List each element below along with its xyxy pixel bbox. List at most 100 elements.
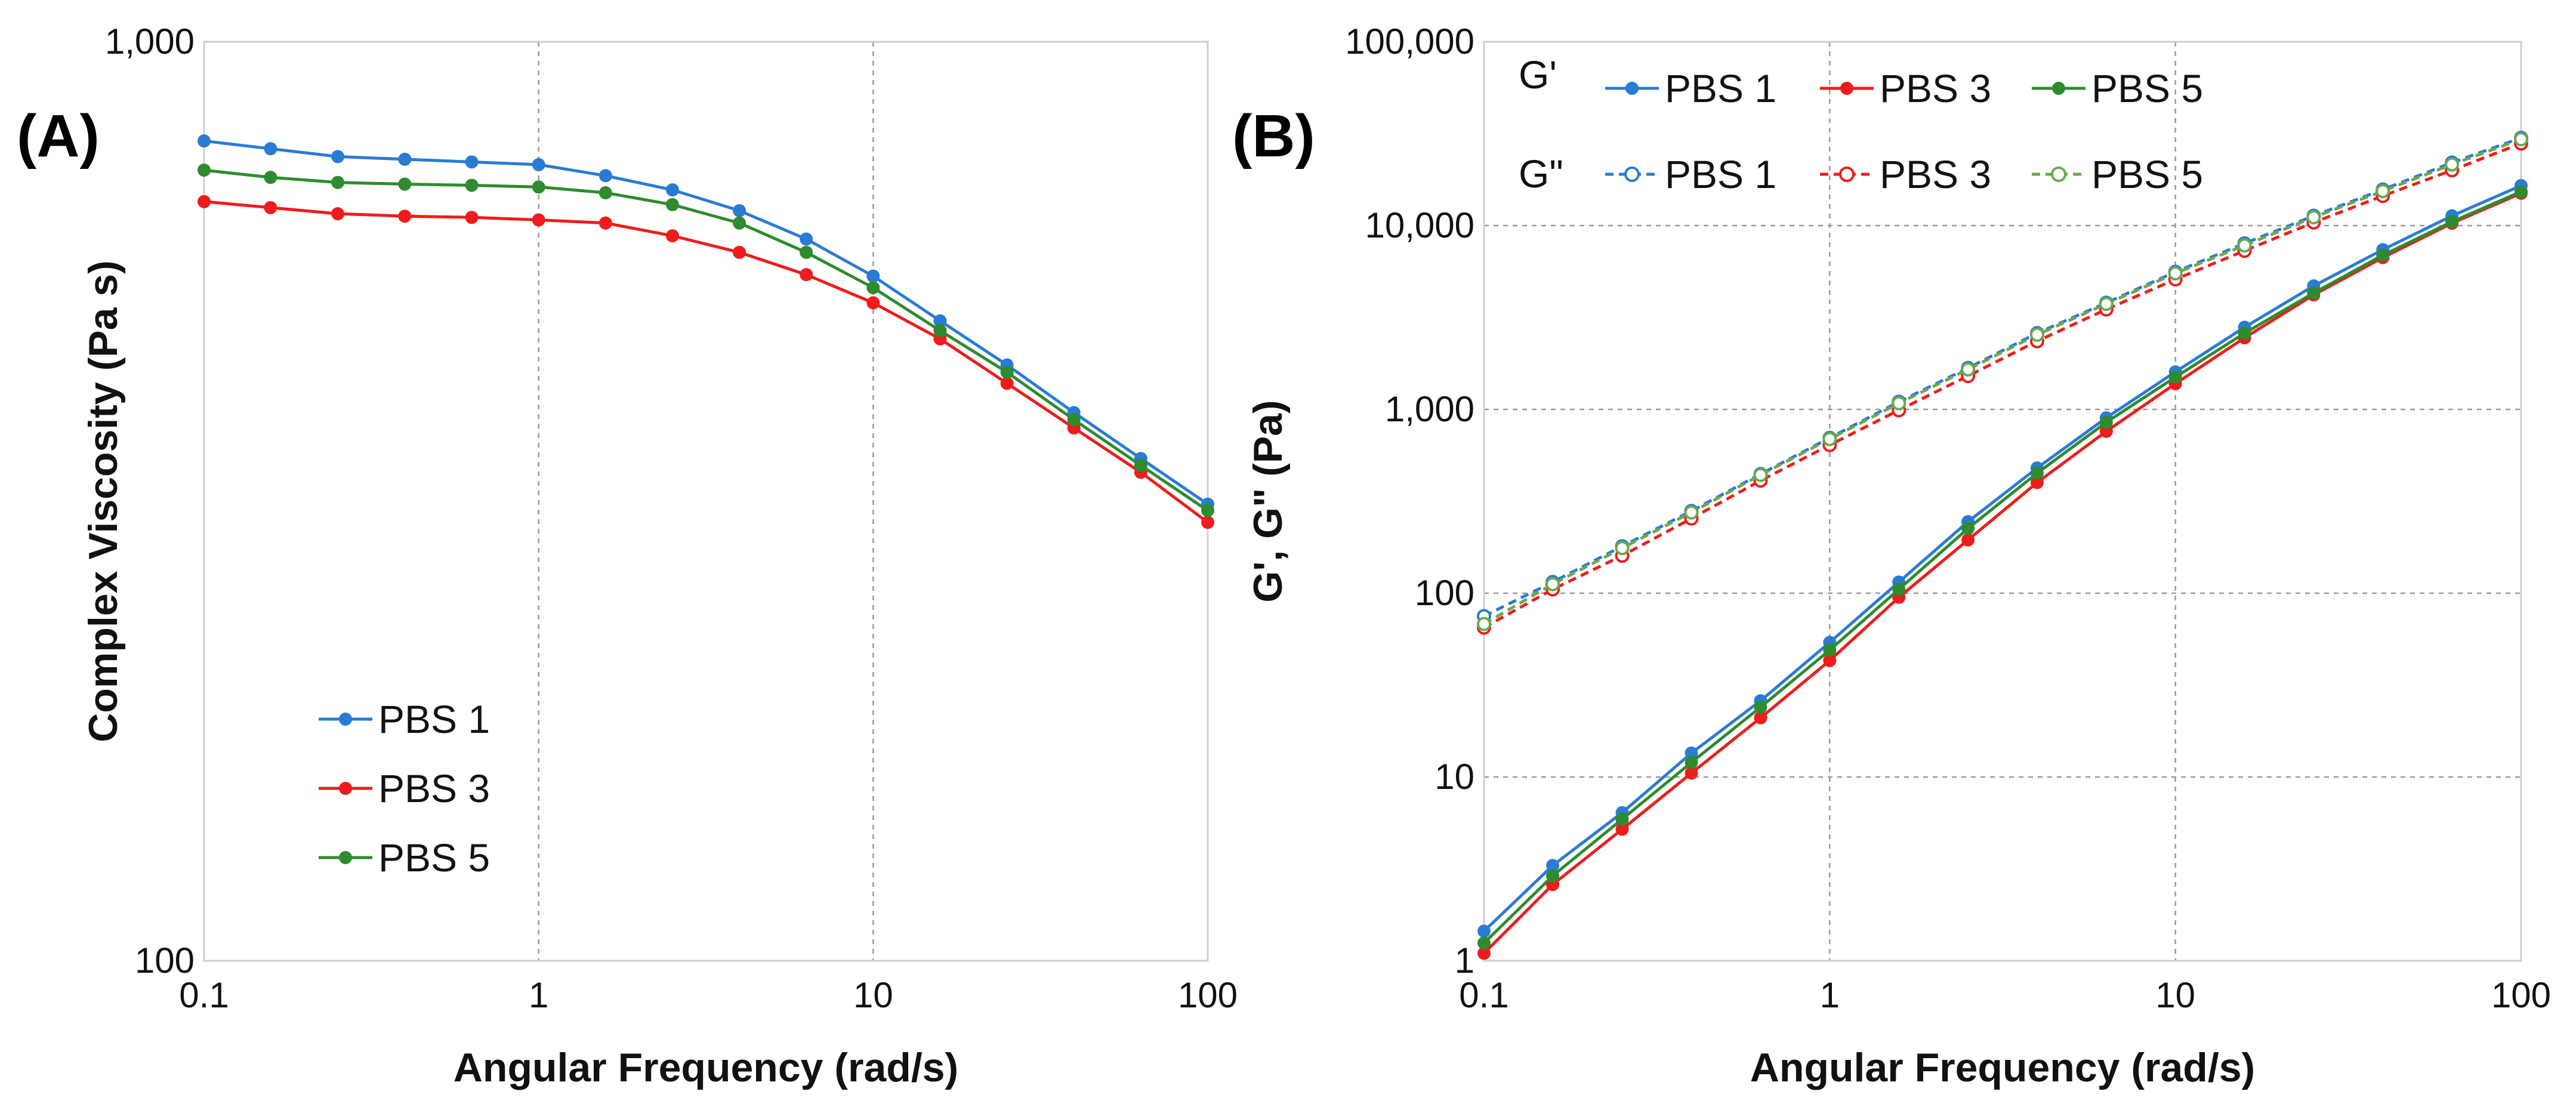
series-line: [1483, 136, 2522, 618]
legend-label: PBS 5: [378, 836, 490, 880]
legend-label: PBS 3: [1880, 66, 1991, 110]
data-point: [1961, 522, 1975, 535]
data-point: [599, 169, 612, 183]
data-point: [1201, 504, 1214, 517]
series-pbs-5-g-prime: [1477, 185, 2528, 950]
data-point: [1892, 582, 1906, 596]
data-point: [1753, 467, 1768, 482]
series-pbs-1-g-prime: [1477, 179, 2528, 938]
y-tick-label: 100: [135, 941, 195, 981]
data-point: [198, 134, 211, 148]
legend-entry: PBS 1: [1605, 66, 1776, 110]
x-tick-label: 1: [529, 975, 548, 1015]
data-point: [264, 171, 277, 184]
data-point: [532, 158, 545, 171]
panel-a-legend: PBS 1 PBS 3 PBS 5: [319, 697, 490, 880]
data-point: [1823, 643, 1837, 657]
legend-marker: [1840, 82, 1853, 95]
data-point: [532, 213, 545, 227]
data-point: [331, 207, 345, 221]
data-point: [1546, 869, 1560, 883]
data-point: [465, 211, 479, 224]
y-tick-label: 10: [1434, 757, 1474, 797]
data-point: [933, 314, 947, 328]
data-point: [1685, 756, 1698, 769]
legend-marker: [339, 851, 352, 864]
panel-a-label: (A): [17, 103, 100, 169]
data-point: [1615, 822, 1629, 836]
data-point: [800, 245, 813, 259]
y-tick-label: 1,000: [1385, 389, 1474, 429]
data-point: [1684, 505, 1699, 520]
legend-marker: [339, 713, 352, 726]
legend-entry: PBS 1: [319, 697, 490, 741]
data-point: [866, 296, 880, 310]
data-point: [2306, 210, 2321, 225]
series-pbs-3: [198, 195, 1214, 529]
panel-b-label: (B): [1232, 103, 1315, 169]
data-point: [264, 142, 277, 156]
data-point: [1961, 362, 1976, 377]
data-point: [800, 268, 813, 282]
data-point: [733, 216, 746, 230]
legend-entry: PBS 5: [319, 836, 490, 880]
x-tick-label: 0.1: [1459, 975, 1508, 1015]
data-point: [465, 178, 479, 192]
data-point: [2099, 415, 2113, 429]
legend-label: PBS 3: [1880, 152, 1991, 196]
data-point: [1823, 653, 1837, 667]
panel-b-x-axis-label: Angular Frequency (rad/s): [1750, 1045, 2255, 1090]
data-point: [866, 269, 880, 283]
data-point: [465, 155, 479, 169]
data-point: [1754, 711, 1767, 725]
data-point: [2168, 266, 2183, 280]
legend-group-label: G": [1519, 152, 1563, 196]
x-tick-label: 10: [2155, 975, 2195, 1015]
series-pbs-5-g-double-prime: [1477, 132, 2528, 631]
legend-entry: PBS 5: [2032, 152, 2203, 196]
series-line: [1483, 141, 2522, 629]
data-point: [2168, 370, 2182, 384]
x-tick-label: 10: [853, 975, 893, 1015]
legend-entry: PBS 5: [2032, 66, 2203, 110]
data-point: [733, 245, 746, 259]
panel-b-legend: G' PBS 1 PBS 3 PBS 5 G" PBS 1 PBS 3 PBS 5: [1519, 53, 2203, 196]
legend-entry: PBS 1: [1605, 152, 1776, 196]
data-point: [866, 281, 880, 295]
x-tick-label: 0.1: [179, 975, 229, 1015]
data-point: [1477, 947, 1491, 960]
series-line: [203, 200, 1209, 524]
legend-marker: [1839, 167, 1855, 182]
data-point: [1754, 700, 1767, 714]
series-line: [1483, 192, 2522, 955]
data-point: [1822, 431, 1837, 446]
y-tick-label: 100,000: [1345, 21, 1474, 61]
data-point: [198, 195, 211, 208]
data-point: [665, 198, 679, 211]
data-point: [2237, 238, 2252, 253]
data-point: [2099, 297, 2114, 312]
legend-marker: [339, 782, 352, 795]
panel-a-plot-frame: [203, 41, 1209, 962]
data-point: [1546, 859, 1560, 873]
data-point: [665, 229, 679, 243]
y-tick-label: 1: [1455, 941, 1474, 981]
data-point: [599, 216, 612, 230]
data-point: [331, 175, 345, 189]
data-point: [1615, 541, 1630, 556]
series-line: [1483, 137, 2522, 625]
legend-marker: [1625, 82, 1639, 95]
data-point: [1477, 616, 1491, 631]
data-point: [2515, 185, 2528, 199]
data-point: [2030, 466, 2044, 480]
data-point: [264, 201, 277, 214]
series-pbs-3-g-prime: [1477, 186, 2528, 960]
data-point: [800, 232, 813, 246]
legend-label: PBS 1: [1665, 152, 1776, 196]
legend-label: PBS 5: [2091, 66, 2203, 110]
legend-entry: PBS 3: [1820, 152, 1991, 196]
panel-b-plot-frame: [1483, 41, 2522, 962]
panel-a-y-axis-label: Complex Viscosity (Pa s): [81, 260, 126, 742]
data-point: [599, 186, 612, 200]
panel-a: (A) 100 1,000 0.1 1 10 100 Angular Frequency…: [17, 21, 1238, 1090]
